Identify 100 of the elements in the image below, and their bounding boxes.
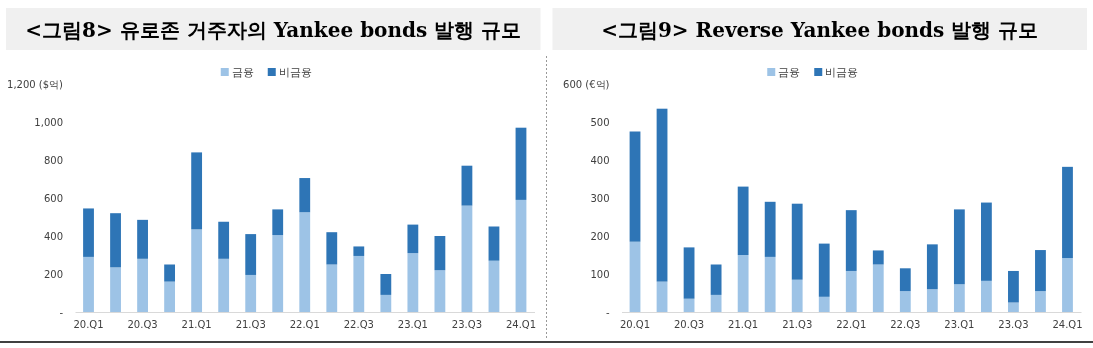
bar <box>488 226 500 261</box>
bar <box>845 270 857 312</box>
x-tick-label: 23.Q1 <box>944 319 975 331</box>
bar <box>515 199 527 312</box>
bar <box>218 258 230 312</box>
bar <box>164 264 176 282</box>
chart-title: <그림9> Reverse Yankee bonds 발행 규모 <box>601 18 1039 42</box>
legend-label: 비금융 <box>278 66 312 79</box>
y-tick-label: 300 <box>590 192 610 204</box>
bar <box>191 229 203 312</box>
bar <box>791 203 803 280</box>
bar <box>899 268 911 292</box>
bar <box>1062 258 1073 312</box>
bar <box>656 108 668 282</box>
y-tick-label: 600 <box>43 192 63 204</box>
legend-label: 금융 <box>231 66 254 79</box>
bar <box>629 131 641 242</box>
y-tick-label: 200 <box>590 230 610 242</box>
bar <box>629 241 641 312</box>
bar <box>299 212 311 312</box>
y-tick-label: 500 <box>590 116 610 128</box>
bar <box>926 244 938 290</box>
bar <box>1035 250 1046 292</box>
y-tick-label: 200 <box>43 268 63 280</box>
bar <box>110 267 121 312</box>
y-tick-label: 100 <box>590 268 610 280</box>
bar <box>407 224 419 254</box>
x-tick-label: 23.Q1 <box>397 319 428 331</box>
x-tick-label: 23.Q3 <box>451 319 482 331</box>
x-tick-label: 24.Q1 <box>1052 319 1083 331</box>
y-tick-label: 1,200 ($억) <box>7 78 64 90</box>
bar <box>218 221 230 259</box>
y-tick-label: 400 <box>43 230 63 242</box>
bar <box>953 209 965 285</box>
bar <box>83 256 94 312</box>
bar <box>1062 166 1073 259</box>
bar <box>461 205 473 312</box>
bar <box>353 255 365 312</box>
x-tick-label: 21.Q3 <box>235 319 266 331</box>
bar <box>818 296 830 312</box>
bar <box>434 270 446 312</box>
bar <box>461 165 473 206</box>
x-tick-label: 20.Q1 <box>73 319 104 331</box>
y-tick-label: 400 <box>590 154 610 166</box>
bar <box>683 247 695 299</box>
bar <box>710 264 722 295</box>
bar <box>83 208 94 257</box>
x-tick-label: 21.Q1 <box>728 319 759 331</box>
bar <box>764 201 776 257</box>
bar <box>710 294 722 312</box>
bar <box>380 274 392 295</box>
bar <box>872 250 884 265</box>
bar <box>137 258 148 312</box>
bar <box>899 291 911 312</box>
bar <box>299 178 311 213</box>
bar <box>953 284 965 312</box>
x-tick-label: 20.Q3 <box>674 319 705 331</box>
x-tick-label: 22.Q1 <box>836 319 867 331</box>
bar <box>353 246 365 256</box>
bar <box>434 236 446 271</box>
bar <box>380 294 392 312</box>
bar <box>980 202 992 281</box>
x-tick-label: 23.Q3 <box>998 319 1029 331</box>
x-tick-label: 22.Q3 <box>343 319 374 331</box>
bar <box>926 289 938 312</box>
bar <box>488 260 500 312</box>
x-tick-label: 24.Q1 <box>505 319 537 331</box>
y-tick-label: - <box>59 306 64 318</box>
bar <box>110 213 121 268</box>
bar <box>737 186 749 255</box>
legend-label: 금융 <box>778 66 801 79</box>
legend-label: 비금융 <box>825 66 859 79</box>
bar <box>272 209 284 236</box>
bar <box>1008 270 1019 303</box>
bar <box>245 234 257 275</box>
chart-title: <그림8> 유로존 거주자의 Yankee bonds 발행 규모 <box>25 18 522 42</box>
bar <box>818 243 830 297</box>
bar <box>656 281 668 312</box>
bar <box>737 255 749 312</box>
x-tick-label: 22.Q1 <box>289 319 320 331</box>
bar <box>1035 291 1046 312</box>
bar <box>515 127 527 200</box>
x-tick-label: 20.Q1 <box>619 319 651 331</box>
bar <box>1008 302 1019 312</box>
bar <box>191 152 203 230</box>
y-tick-label: - <box>605 306 610 318</box>
y-tick-label: 1,000 <box>34 116 63 128</box>
x-tick-label: 21.Q3 <box>782 319 813 331</box>
bar <box>164 281 176 312</box>
x-tick-label: 22.Q3 <box>890 319 921 331</box>
bar <box>326 264 338 312</box>
bar <box>845 210 857 271</box>
bar <box>137 219 148 259</box>
bar <box>764 256 776 312</box>
bar <box>872 264 884 312</box>
bar <box>980 280 992 312</box>
y-tick-label: 600 (€억) <box>563 78 610 90</box>
bar <box>245 274 257 312</box>
bar <box>791 279 803 312</box>
x-tick-label: 21.Q1 <box>181 319 212 331</box>
